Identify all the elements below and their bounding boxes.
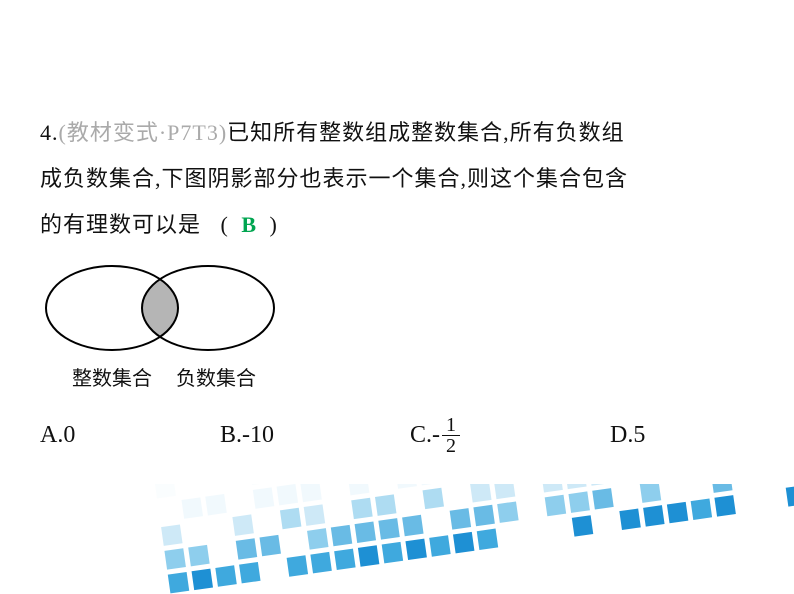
question-line-2: 成负数集合,下图阴影部分也表示一个集合,则这个集合包含 — [40, 156, 754, 202]
question-number: 4. — [40, 120, 59, 145]
question-line-1: 4.(教材变式·P7T3)已知所有整数组成整数集合,所有负数组 — [40, 110, 754, 156]
option-a-label: A. — [40, 422, 63, 448]
question-text-3: 的有理数可以是 — [40, 212, 201, 237]
option-d: D.5 — [610, 422, 645, 449]
option-b: B.-10 — [220, 422, 410, 449]
content-area: 4.(教材变式·P7T3)已知所有整数组成整数集合,所有负数组 成负数集合,下图… — [40, 110, 754, 456]
option-c: C.-12 — [410, 415, 610, 456]
option-c-label: C. — [410, 422, 432, 449]
venn-labels: 整数集合 负数集合 — [40, 362, 300, 391]
venn-label-left: 整数集合 — [72, 362, 152, 391]
question-line-3: 的有理数可以是 ( B ) — [40, 202, 754, 248]
paren-close: ) — [270, 212, 278, 237]
option-b-value: -10 — [242, 422, 274, 448]
option-d-value: 5 — [633, 422, 645, 448]
venn-diagram: 整数集合 负数集合 — [40, 260, 300, 391]
option-c-den: 2 — [442, 436, 460, 456]
option-b-label: B. — [220, 422, 242, 448]
option-d-label: D. — [610, 422, 633, 448]
venn-label-right: 负数集合 — [176, 362, 256, 391]
paren-open: ( — [221, 212, 229, 237]
option-a-value: 0 — [63, 422, 75, 448]
answer-letter: B — [235, 212, 263, 237]
option-c-fraction: 12 — [442, 415, 460, 456]
question-source: (教材变式·P7T3) — [59, 120, 228, 145]
question-text-1: 已知所有整数组成整数集合,所有负数组 — [227, 120, 625, 145]
option-a: A.0 — [40, 422, 220, 449]
option-c-neg: - — [432, 422, 440, 449]
option-c-num: 1 — [442, 415, 460, 436]
footer-decoration — [0, 484, 794, 594]
venn-svg — [40, 260, 280, 360]
options-row: A.0 B.-10 C.-12 D.5 — [40, 415, 754, 456]
